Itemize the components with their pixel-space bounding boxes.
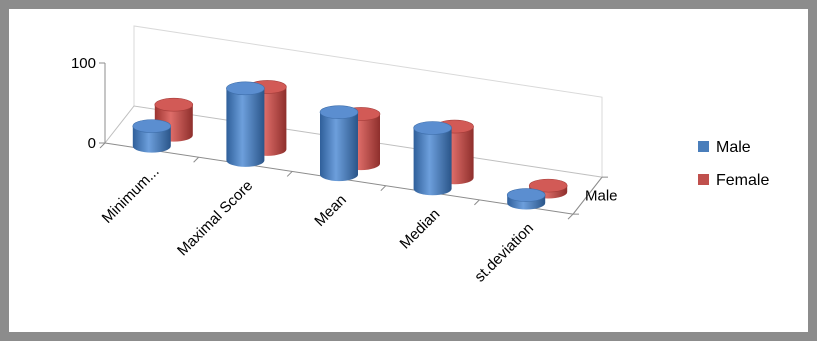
category-labels: Minimum... Maximal Score Mean Median st.devi… — [99, 163, 537, 286]
bar-body — [413, 127, 452, 196]
category-label-maximal-score: Maximal Score — [174, 177, 256, 259]
bar-top — [226, 81, 265, 96]
category-label-minimum: Minimum... — [99, 163, 163, 227]
x-tick — [380, 185, 387, 192]
bar-body — [132, 126, 171, 153]
category-label-st-deviation: st.deviation — [471, 220, 537, 286]
bar-body — [226, 88, 265, 167]
y-tick-label-0: 0 — [88, 135, 96, 152]
category-label-median: Median — [397, 206, 444, 253]
x-tick — [193, 156, 199, 163]
legend-label-male: Male — [716, 139, 751, 156]
x-tick — [286, 171, 293, 177]
bar-top — [413, 121, 452, 135]
category-label-mean: Mean — [311, 191, 350, 230]
bar-top — [506, 188, 546, 202]
chart-axes: 100 0 Male — [71, 25, 618, 220]
bar-male-st-deviation — [506, 188, 546, 210]
x-tick — [474, 199, 480, 206]
legend-swatch-male — [698, 141, 709, 152]
bar-top — [132, 119, 172, 133]
bar-top — [528, 178, 568, 193]
x-tick — [567, 213, 574, 220]
x-tick — [99, 142, 106, 149]
x-tick-marks — [99, 142, 574, 220]
bar-male-median — [413, 121, 452, 196]
bar-group — [132, 80, 568, 210]
legend-swatch-female — [698, 174, 709, 185]
bar-male-minimum — [132, 119, 172, 153]
depth-axis-label: Male — [585, 188, 618, 205]
back-wall-outline — [133, 25, 603, 178]
bar-male-mean — [319, 105, 359, 182]
y-tick-label-100: 100 — [71, 55, 96, 72]
bar-top — [319, 105, 359, 119]
legend-label-female: Female — [716, 172, 769, 189]
legend: Male Female — [698, 139, 769, 189]
depth-axis-line — [572, 176, 603, 215]
bar-body — [320, 112, 358, 182]
bar-male-maximal-score — [226, 81, 265, 167]
bar-top — [154, 97, 194, 112]
